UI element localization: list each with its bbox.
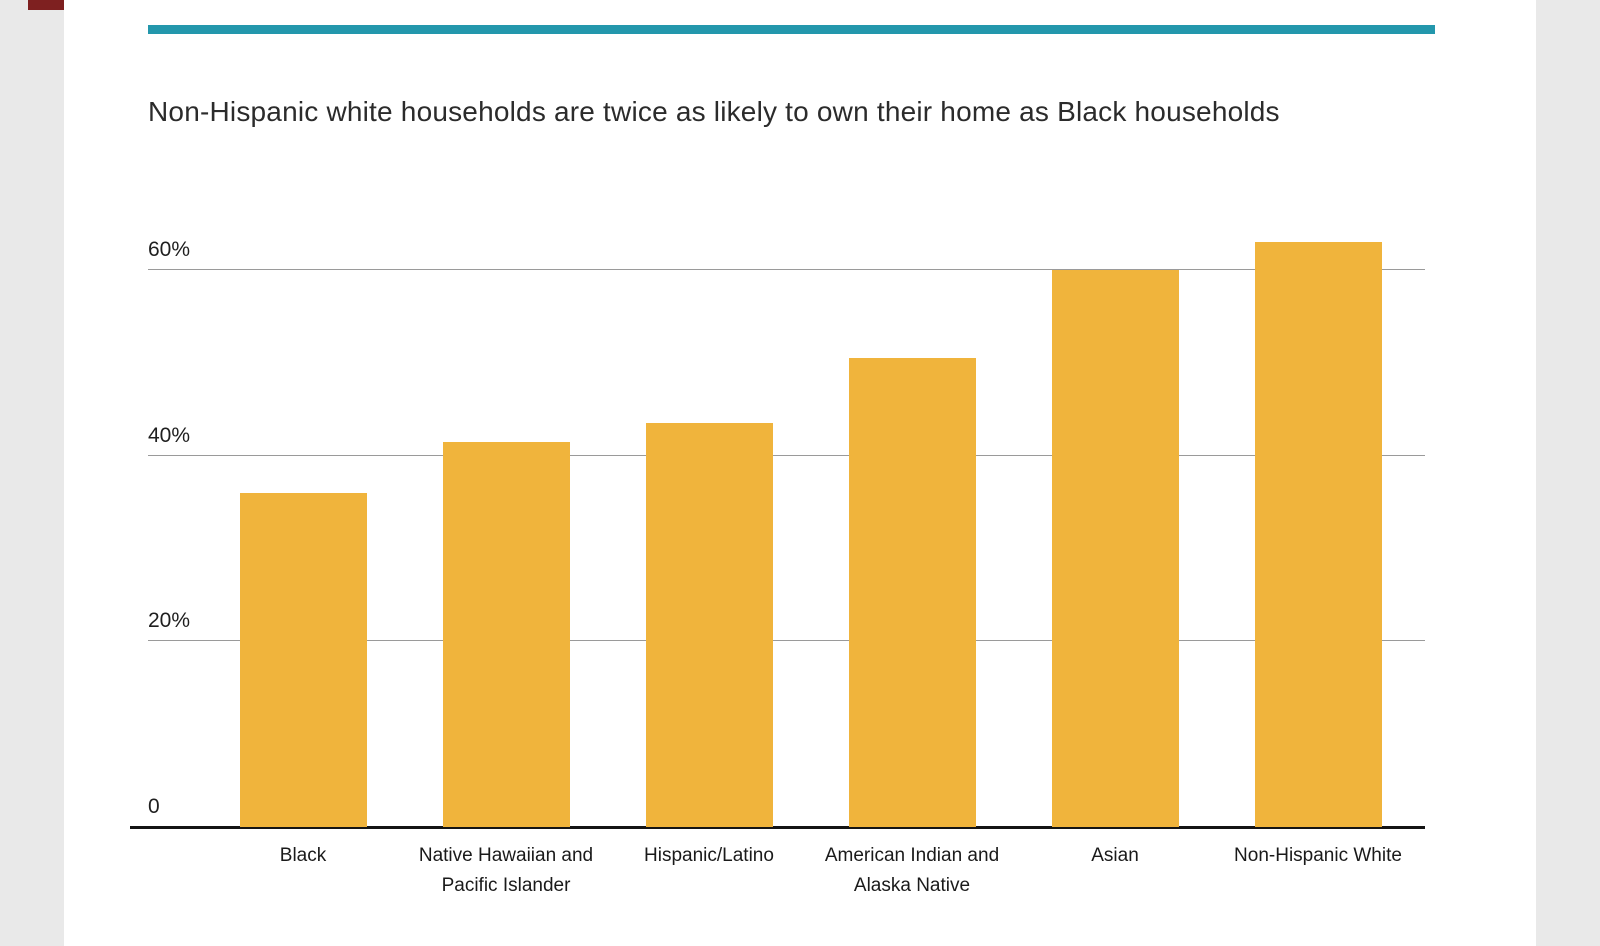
- x-axis-line: [130, 826, 1425, 829]
- bar: [442, 441, 570, 827]
- y-tick-label: 0: [148, 795, 160, 818]
- plot-area: 0 20% 40% 60%: [130, 197, 1425, 829]
- bar: [848, 358, 976, 827]
- x-tick-label: Black: [279, 845, 327, 866]
- y-tick-label: 20%: [148, 609, 191, 633]
- top-left-artifact: [28, 0, 64, 10]
- bar: [1051, 270, 1179, 827]
- x-tick-label: American Indian and Alaska Native: [824, 845, 1000, 897]
- gridline: [148, 640, 1425, 642]
- x-tick-label: Hispanic/Latino: [644, 845, 774, 866]
- x-axis-labels: Black Native Hawaiian and Pacific Islande…: [148, 841, 1425, 941]
- content-card: Non-Hispanic white households are twice …: [64, 0, 1536, 946]
- bar-chart: 0 20% 40% 60% Black Native Hawaiian and Paci…: [130, 197, 1425, 927]
- bar: [645, 423, 773, 827]
- gridline: [148, 269, 1425, 271]
- bar: [1254, 242, 1382, 827]
- x-tick-label: Native Hawaiian and Pacific Islander: [418, 845, 594, 897]
- chart-title: Non-Hispanic white households are twice …: [148, 96, 1280, 127]
- x-tick-label: Non-Hispanic White: [1234, 845, 1402, 866]
- x-tick-label: Asian: [1091, 845, 1139, 866]
- accent-bar: [148, 25, 1435, 34]
- gridline: [148, 454, 1425, 456]
- y-tick-label: 40%: [148, 423, 191, 447]
- y-tick-label: 60%: [148, 238, 191, 262]
- bar: [239, 492, 367, 827]
